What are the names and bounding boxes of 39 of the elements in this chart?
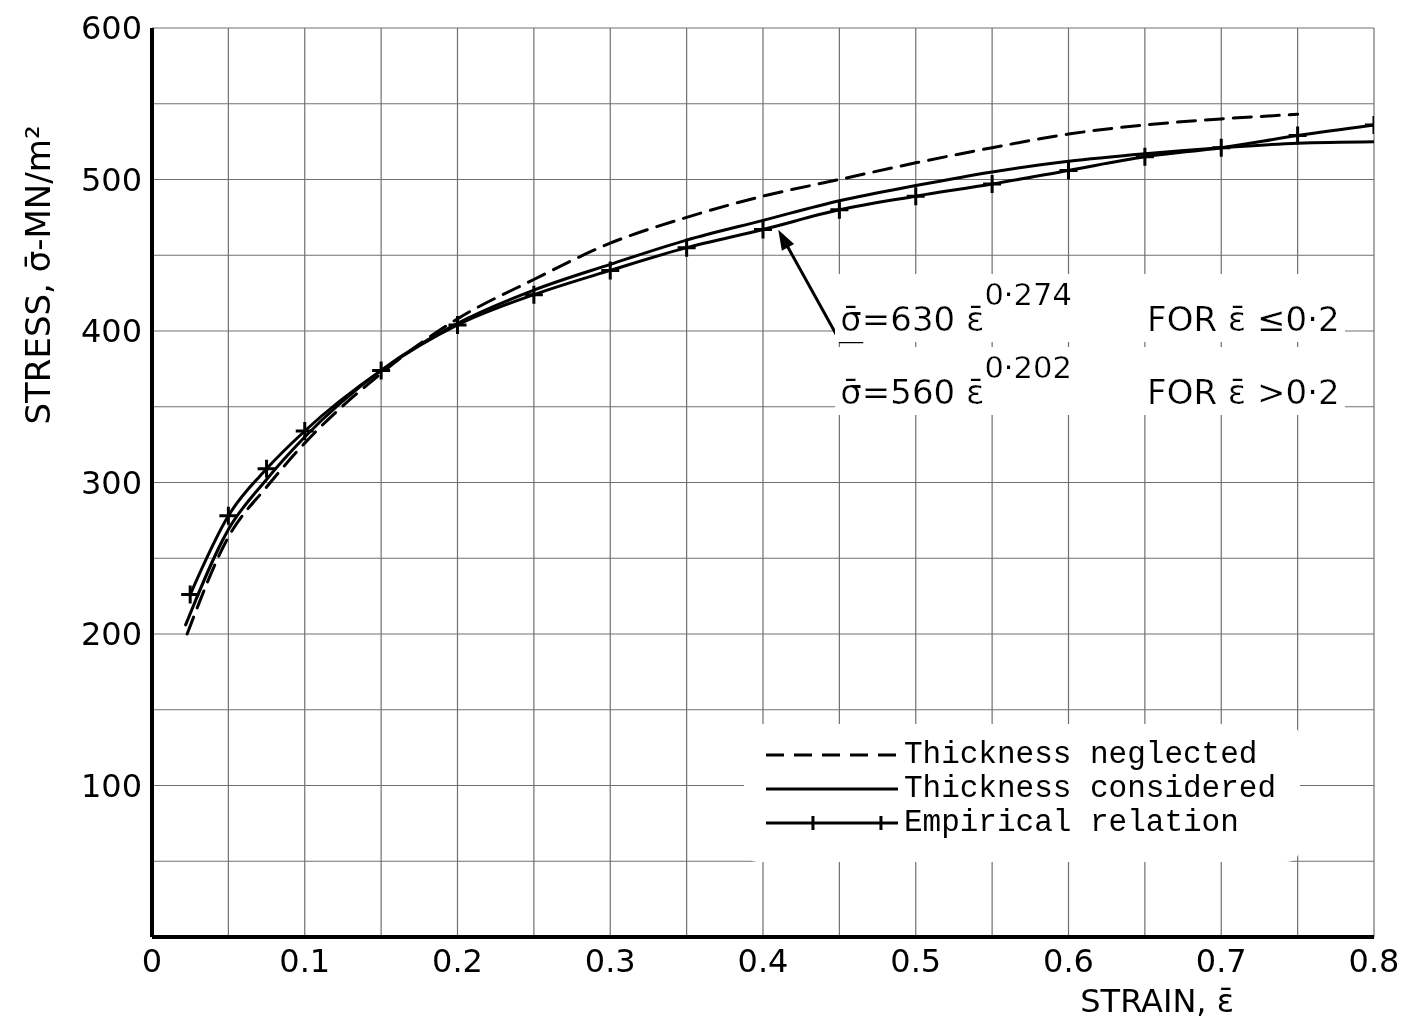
point — [1210, 137, 1232, 159]
point — [1134, 146, 1156, 168]
legend-label: Thickness considered — [903, 771, 1276, 806]
x-tick-label: 0.7 — [1195, 941, 1247, 980]
y-tick-label: 400 — [80, 312, 142, 351]
y-tick-label: 100 — [80, 766, 142, 805]
point — [217, 505, 239, 527]
legend-label: Empirical relation — [903, 805, 1239, 840]
point — [256, 458, 278, 480]
point — [676, 237, 698, 259]
point — [179, 584, 201, 606]
point — [1058, 159, 1079, 181]
x-tick-label: 0.4 — [737, 941, 789, 980]
y-tick-label: 500 — [80, 160, 142, 199]
x-tick-label: 0.8 — [1348, 941, 1400, 980]
y-tick-label: 200 — [80, 615, 142, 654]
point — [1287, 125, 1309, 147]
point — [370, 359, 392, 381]
legend-label: Thickness neglected — [903, 737, 1258, 772]
x-axis-title: STRAIN, ε̄ — [1080, 982, 1234, 1020]
x-tick-label: 0.5 — [890, 941, 942, 980]
y-tick-label: 600 — [80, 9, 142, 48]
point — [905, 185, 927, 207]
point — [752, 219, 774, 240]
x-tick-label: 0.1 — [279, 941, 331, 980]
point — [523, 284, 545, 306]
point — [294, 420, 316, 442]
point — [599, 259, 621, 281]
x-tick-label: 0.6 — [1043, 941, 1094, 980]
x-tick-label: 0 — [141, 941, 163, 980]
y-tick-label: 300 — [80, 463, 142, 502]
x-tick-label: 0.2 — [432, 941, 483, 980]
x-tick-label: 0.3 — [584, 941, 636, 980]
point — [828, 199, 850, 221]
text: σ̄=630 ε̄$^{0·274}$ FOR ε̄ ≤0·2 — [840, 276, 1340, 339]
text: σ̄=560 ε̄$^{0·202}$ FOR ε̄ >0·2 — [840, 349, 1340, 412]
y-axis-title: STRESS, σ̄-MN/m² — [18, 125, 58, 425]
point — [981, 173, 1003, 195]
point — [447, 314, 468, 336]
